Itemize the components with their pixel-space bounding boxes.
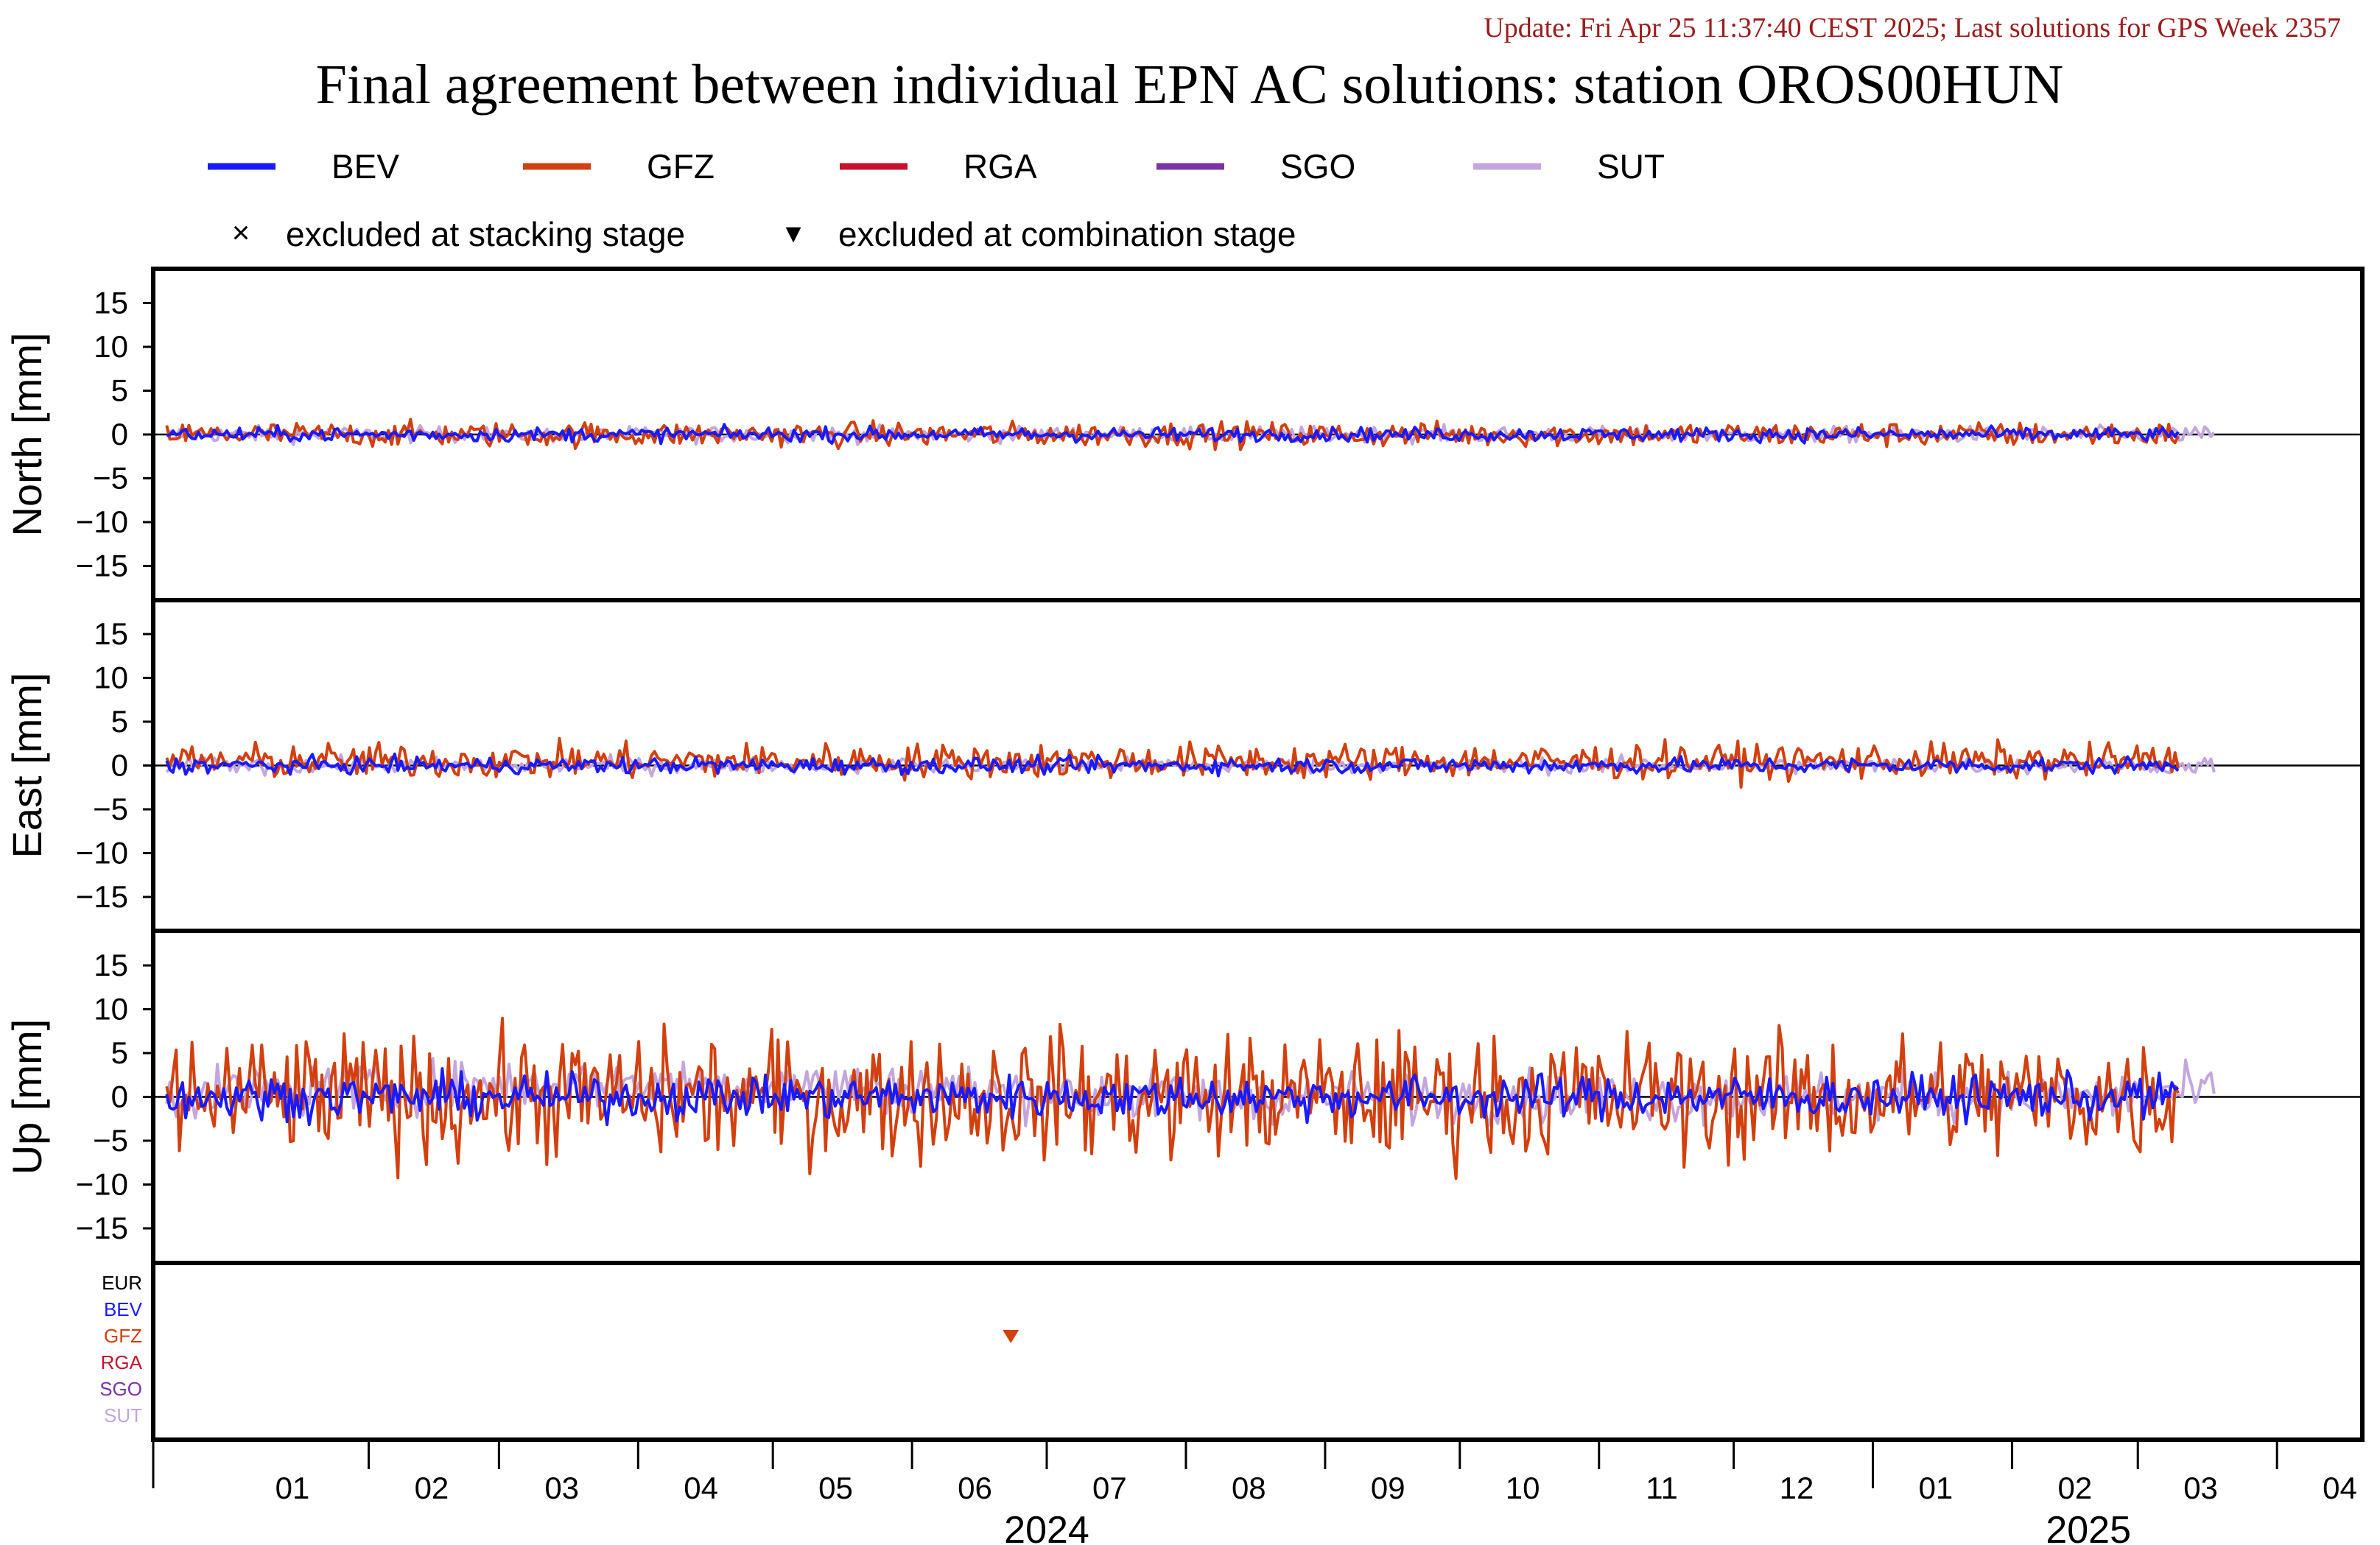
ytick-label-east: 15 (94, 616, 128, 651)
month-label: 01 (1919, 1471, 1954, 1505)
ytick-label-north: −10 (76, 504, 128, 539)
legend-label-sut: SUT (1597, 147, 1665, 186)
legend-label-sgo: SGO (1280, 147, 1355, 186)
legend: BEV GFZ RGA SGO SUT × excluded at stacking sta… (208, 147, 1665, 253)
combination-exclusion-label: excluded at combination stage (838, 215, 1296, 253)
ylabel-north: North [mm] (4, 333, 50, 537)
panel-north: 15 10 5 0 −5 −10 −15 North [mm] (4, 267, 2365, 602)
series-bev-up (165, 1067, 2180, 1127)
panels: 15 10 5 0 −5 −10 −15 North [mm] 15 10 5 0 −5 −10 −15 Ea… (4, 267, 2365, 1442)
ytick-label-east: −15 (76, 879, 128, 914)
ytick-label-north: 15 (94, 286, 128, 320)
ytick-label-up: 5 (111, 1035, 128, 1070)
ytick-label-up: 15 (94, 948, 128, 982)
ytick-label-up: −15 (76, 1211, 128, 1245)
ytick-label-east: 10 (94, 661, 128, 695)
month-label: 05 (818, 1471, 853, 1505)
ytick-label-up: 0 (111, 1080, 128, 1114)
ytick-label-north: −15 (76, 549, 128, 583)
month-label: 10 (1506, 1471, 1540, 1505)
ytick-label-east: 0 (111, 748, 128, 783)
update-line: Update: Fri Apr 25 11:37:40 CEST 2025; L… (1484, 13, 2341, 43)
exclusions-panel: EUR BEV GFZ RGA SGO SUT (99, 1261, 2365, 1442)
legend-label-bev: BEV (331, 147, 399, 186)
exclusion-row-bev: BEV (104, 1298, 143, 1320)
panel-up: 15 10 5 0 −5 −10 −15 Up [mm] (4, 929, 2365, 1265)
exclusion-row-sut: SUT (104, 1404, 142, 1426)
ytick-label-north: 0 (111, 417, 128, 451)
ytick-label-north: 10 (94, 329, 128, 364)
ytick-label-up: −10 (76, 1167, 128, 1202)
ytick-label-up: −5 (93, 1123, 128, 1158)
month-label: 02 (415, 1471, 449, 1505)
ytick-label-up: 10 (94, 992, 128, 1027)
combination-exclusion-symbol: ▾ (785, 215, 801, 250)
stacking-exclusion-label: excluded at stacking stage (286, 215, 685, 253)
exclusions-frame (151, 1261, 2365, 1442)
series-bev-east (165, 752, 2180, 778)
month-label: 03 (544, 1471, 579, 1505)
month-label: 03 (2183, 1471, 2218, 1505)
series-bev-north (166, 423, 2180, 446)
x-axis: 01 02 03 04 05 06 07 08 09 10 11 12 01 02 03 04 2024 2025 (152, 1440, 2357, 1545)
panel-east: 15 10 5 0 −5 −10 −15 East [mm] (4, 598, 2365, 933)
chart-title: Final agreement between individual EPN A… (316, 54, 2064, 116)
ytick-label-east: 5 (111, 704, 128, 739)
month-label: 08 (1232, 1471, 1266, 1505)
combination-exclusion-marker (1003, 1330, 1019, 1343)
month-label: 02 (2058, 1471, 2093, 1505)
ytick-label-north: −5 (93, 461, 128, 496)
month-label: 06 (958, 1471, 992, 1505)
ylabel-east: East [mm] (4, 672, 50, 858)
exclusion-row-rga: RGA (101, 1351, 143, 1373)
month-label: 04 (2323, 1471, 2357, 1505)
ytick-label-east: −10 (76, 836, 128, 870)
stacking-exclusion-symbol: × (232, 215, 250, 250)
month-label: 04 (684, 1471, 718, 1505)
month-label: 11 (1646, 1471, 1678, 1505)
month-label: 07 (1092, 1471, 1127, 1505)
exclusion-row-eur: EUR (102, 1272, 142, 1294)
exclusion-row-gfz: GFZ (104, 1325, 142, 1347)
year-label-2025: 2025 (2046, 1509, 2131, 1545)
year-label-2024: 2024 (1004, 1509, 1089, 1545)
month-label: 01 (275, 1471, 310, 1505)
legend-label-gfz: GFZ (647, 147, 715, 186)
ylabel-up: Up [mm] (4, 1019, 50, 1175)
exclusion-row-sgo: SGO (99, 1378, 142, 1400)
ytick-label-north: 5 (111, 373, 128, 408)
month-label: 09 (1371, 1471, 1405, 1505)
ytick-label-east: −5 (93, 792, 128, 826)
month-label: 12 (1780, 1471, 1814, 1505)
series-gfz-up (165, 1016, 2180, 1180)
legend-label-rga: RGA (963, 147, 1037, 186)
